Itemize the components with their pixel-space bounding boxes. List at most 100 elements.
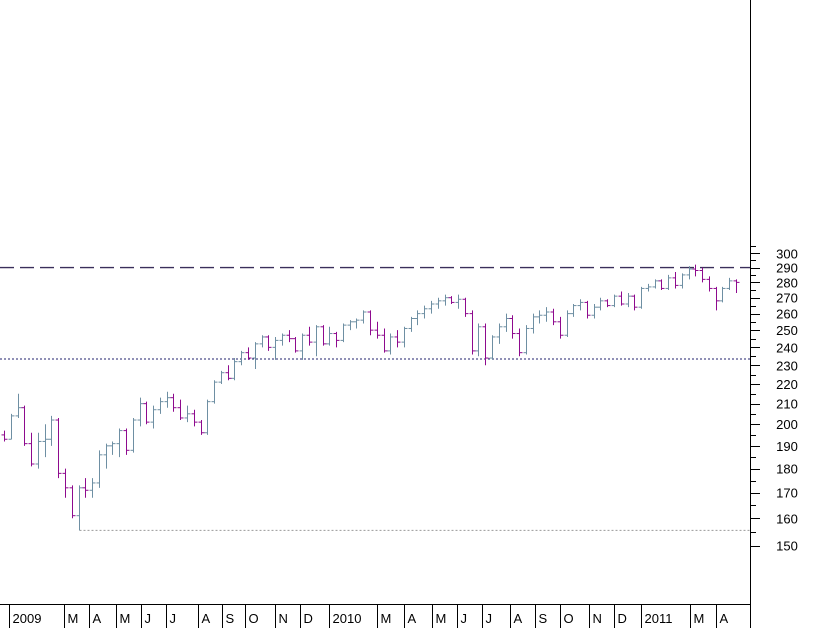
x-axis: 2009 M A M J J A S O N D 2010 M A M J J A S O N D 2011 M A [0, 604, 750, 628]
y-tick-label: 170 [776, 486, 798, 501]
x-tick-label: M [694, 611, 705, 626]
ohlc-bar [625, 293, 632, 308]
ohlc-bar [360, 310, 367, 324]
ohlc-bar [448, 296, 455, 304]
ohlc-bar [259, 335, 266, 348]
ohlc-bar [719, 286, 726, 303]
x-tick-label: J [486, 611, 493, 626]
ohlc-bar [292, 336, 299, 353]
ohlc-bar [421, 305, 428, 319]
y-tick-label: 160 [776, 511, 798, 526]
ohlc-bar [143, 401, 150, 425]
ohlc-bar [381, 328, 388, 353]
x-tick-label: S [539, 611, 548, 626]
ohlc-bar [733, 279, 740, 294]
ohlc-bar [320, 325, 327, 346]
ohlc-bar [326, 326, 333, 346]
ohlc-bar [272, 336, 279, 360]
x-tick-label: N [593, 611, 602, 626]
x-tick-label: J [170, 611, 177, 626]
ohlc-bar [394, 330, 401, 348]
x-tick-label: A [514, 611, 523, 626]
ohlc-bar [279, 333, 286, 346]
ohlc-bar [367, 310, 374, 336]
ohlc-bar [428, 300, 435, 314]
ohlc-bar [509, 315, 516, 339]
ohlc-bar [265, 335, 272, 351]
x-tick-label: S [226, 611, 235, 626]
ohlc-bar [353, 318, 360, 329]
ohlc-bar [198, 420, 205, 435]
ohlc-bar [604, 299, 611, 308]
ohlc-bar [387, 333, 394, 355]
ohlc-bar [706, 276, 713, 292]
ohlc-bar [177, 399, 184, 421]
ohlc-bar [306, 326, 313, 346]
ohlc-bar [48, 415, 55, 446]
ohlc-bar [469, 310, 476, 355]
ohlc-bar [577, 299, 584, 311]
y-tick-label: 180 [776, 462, 798, 477]
ohlc-bar [76, 485, 83, 531]
y-tick-label: 250 [776, 323, 798, 338]
ohlc-bar [564, 310, 571, 337]
ohlc-bar [516, 328, 523, 357]
ohlc-bar [503, 313, 510, 332]
ohlc-bar [69, 485, 76, 519]
x-tick-label: M [381, 611, 392, 626]
ohlc-bar [631, 294, 638, 311]
ohlc-bar [340, 323, 347, 343]
ohlc-bar [35, 432, 42, 469]
ohlc-bar [116, 428, 123, 458]
y-tick-label: 190 [776, 439, 798, 454]
x-tick-label: D [304, 611, 313, 626]
ohlc-bar [489, 335, 496, 360]
ohlc-bar [286, 330, 293, 343]
ohlc-bar [536, 310, 543, 324]
ohlc-bar [333, 331, 340, 348]
ohlc-bar [347, 320, 354, 331]
ohlc-bar [665, 274, 672, 290]
ohlc-bar [475, 323, 482, 357]
ohlc-bar [584, 300, 591, 319]
ohlc-bar [28, 432, 35, 467]
ohlc-bar [96, 450, 103, 488]
ohlc-bar [550, 308, 557, 326]
y-tick-label: 300 [776, 246, 798, 261]
ohlc-bar [1, 430, 8, 442]
ohlc-bar [557, 316, 564, 339]
ohlc-bar [21, 405, 28, 446]
ohlc-bar [374, 321, 381, 339]
x-tick-label: A [720, 611, 729, 626]
ohlc-bar [55, 417, 62, 479]
y-axis: 1501601701801902002102202302402502602702… [750, 0, 798, 628]
ohlc-bar [62, 468, 69, 498]
ohlc-bar [638, 286, 645, 309]
x-tick-label: 2010 [333, 611, 362, 626]
ohlc-bar [658, 279, 665, 290]
ohlc-bar [401, 326, 408, 348]
ohlc-bar [482, 323, 489, 366]
reference-lines [0, 266, 750, 531]
ohlc-bar [15, 393, 22, 418]
ohlc-bar [130, 417, 137, 453]
ohlc-bar [645, 283, 652, 292]
ohlc-bar [82, 478, 89, 498]
ohlc-bar [435, 297, 442, 309]
x-tick-label: J [461, 611, 468, 626]
y-tick-label: 200 [776, 417, 798, 432]
ohlc-bar [543, 307, 550, 322]
ohlc-bar [591, 303, 598, 319]
ohlc-bar [408, 316, 415, 332]
x-tick-label: M [120, 611, 131, 626]
ohlc-bar [652, 279, 659, 289]
ohlc-bar [692, 264, 699, 277]
ohlc-bar [462, 297, 469, 317]
ohlc-bar [211, 380, 218, 404]
y-tick-label: 210 [776, 397, 798, 412]
x-tick-label: A [408, 611, 417, 626]
ohlc-bar [442, 294, 449, 306]
y-tick-label: 150 [776, 539, 798, 554]
